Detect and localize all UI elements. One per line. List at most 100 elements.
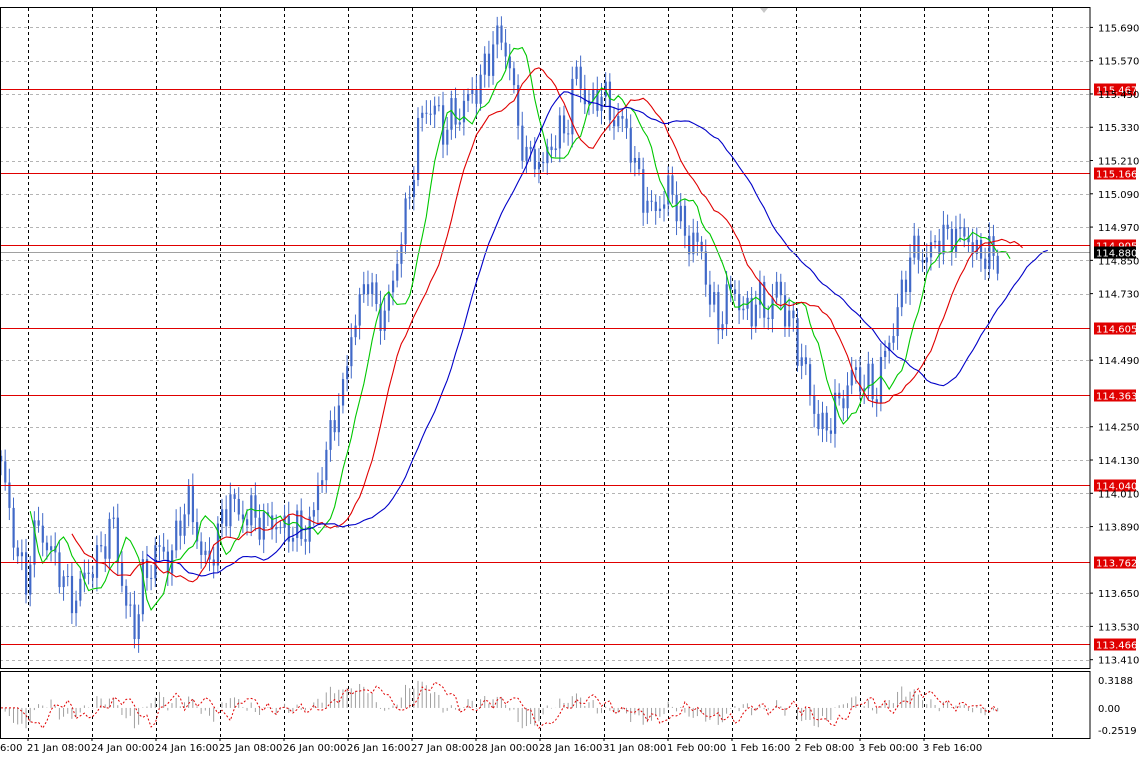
candle-body	[4, 461, 7, 483]
candle-body	[421, 112, 424, 118]
candle-body	[70, 576, 74, 614]
candle-body	[62, 576, 65, 588]
candle-body	[304, 539, 307, 542]
candle-body	[362, 284, 365, 295]
candle-body	[250, 495, 253, 526]
candle-body	[329, 420, 332, 450]
time-label: 27 Jan 08:00	[411, 743, 474, 754]
candle-body	[754, 304, 757, 327]
candle-body	[41, 525, 44, 543]
candle-body	[638, 157, 641, 170]
candle-body	[391, 280, 395, 293]
chart-grid	[0, 8, 1090, 738]
main-panel-border	[0, 7, 1091, 669]
candle-body	[867, 363, 870, 389]
candle-body	[892, 336, 895, 343]
candle-body	[487, 53, 491, 76]
candle-body	[558, 115, 561, 149]
candle-body	[379, 304, 382, 331]
candle-body	[854, 367, 858, 370]
candle-body	[145, 559, 149, 578]
candle-body	[162, 546, 165, 552]
current-price-label: 114.880	[1096, 249, 1137, 260]
candle-body	[546, 146, 549, 164]
candle-body	[571, 78, 574, 135]
candle-body	[675, 194, 678, 222]
candle-body	[825, 412, 828, 431]
candle-body	[650, 200, 653, 202]
candle-body	[279, 527, 282, 529]
candle-body	[221, 509, 224, 524]
time-label: 31 Jan 08:00	[603, 743, 666, 754]
candle-body	[517, 85, 520, 126]
candle-body	[863, 388, 866, 392]
candle-body	[8, 482, 11, 508]
candle-body	[946, 224, 949, 229]
candle-body	[596, 89, 599, 111]
candle-body	[33, 520, 36, 565]
candle-body	[642, 169, 645, 213]
candle-body	[241, 514, 245, 520]
candle-body	[688, 235, 691, 255]
level-label: 114.040	[1096, 482, 1137, 493]
candle-body	[767, 317, 770, 320]
candle-body	[721, 324, 724, 331]
candle-body	[950, 228, 953, 253]
time-label: 6:00	[0, 743, 22, 754]
candle-body	[467, 94, 470, 101]
chart-frame	[0, 7, 1091, 739]
time-label: 28 Jan 00:00	[475, 743, 538, 754]
price-tick-label: 115.450	[1098, 90, 1139, 101]
candle-body	[404, 198, 407, 245]
candle-body	[562, 115, 566, 134]
candle-body	[512, 68, 516, 86]
candle-body	[733, 289, 737, 294]
candle-body	[800, 357, 803, 366]
candle-body	[875, 399, 878, 403]
level-label-bg	[1094, 83, 1136, 96]
candle-body	[95, 545, 99, 578]
candle-body	[412, 179, 416, 198]
candle-body	[396, 263, 399, 281]
candle-body	[83, 572, 86, 579]
candle-body	[150, 577, 153, 579]
level-label: 113.762	[1096, 559, 1137, 570]
candle-body	[600, 96, 603, 111]
candle-body	[758, 281, 762, 305]
candle-body	[658, 208, 662, 211]
candle-body	[346, 366, 349, 380]
oscillator-panel-border	[0, 671, 1091, 739]
candle-body	[58, 552, 61, 588]
candle-body	[792, 310, 795, 319]
candle-body	[246, 519, 249, 526]
candle-body	[20, 552, 24, 557]
candle-body	[979, 239, 983, 259]
candle-body	[500, 25, 503, 43]
candle-body	[696, 232, 699, 242]
candle-body	[554, 148, 557, 151]
candle-body	[366, 284, 370, 295]
candle-body	[325, 449, 328, 481]
candle-body	[79, 578, 82, 601]
current-price-bg	[1094, 246, 1136, 259]
price-tick-label: 114.490	[1098, 356, 1139, 367]
moving-average-lines	[29, 46, 1048, 611]
candle-body	[12, 507, 15, 548]
candle-body	[312, 510, 315, 517]
candle-body	[120, 562, 124, 586]
candlestick-series	[0, 16, 999, 653]
candle-body	[808, 364, 812, 396]
candle-body	[663, 204, 666, 209]
candle-body	[216, 523, 220, 566]
candle-body	[375, 282, 378, 305]
candle-body	[296, 510, 299, 539]
candle-body	[646, 200, 649, 213]
candle-body	[450, 98, 453, 130]
price-tick-label: 114.850	[1098, 256, 1139, 267]
candle-body	[717, 292, 720, 331]
candle-body	[333, 420, 336, 433]
candle-body	[667, 175, 670, 205]
candle-body	[275, 527, 278, 530]
time-axis: 6:00 21 Jan 08:00 24 Jan 00:00 24 Jan 16:00…	[0, 738, 982, 754]
